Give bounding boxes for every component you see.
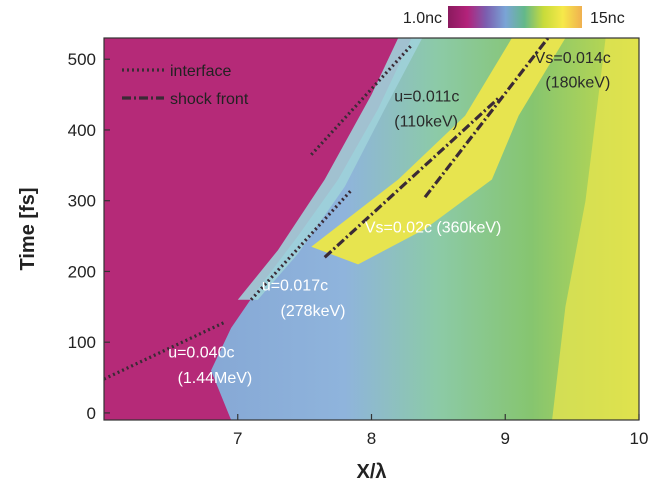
y-tick-label: 300 [68, 192, 96, 211]
y-tick-label: 0 [87, 404, 96, 423]
colorbar-gradient [448, 6, 582, 28]
annotation-label: u=0.011c [394, 89, 459, 106]
x-tick-label: 10 [630, 429, 649, 448]
cyan-interface-strip [237, 38, 423, 300]
x-tick-label: 8 [367, 429, 376, 448]
x-axis-title: X/λ [356, 461, 386, 483]
series-line-interface [104, 320, 226, 381]
y-axis-title: Time [fs] [17, 188, 39, 271]
annotation-label: (278keV) [281, 303, 346, 320]
annotation-label: u=0.017c [262, 278, 328, 295]
colorbar: 1.0nc 15nc [403, 6, 625, 28]
annotation-label: Vs=0.02c (360keV) [365, 220, 502, 237]
magenta-plasma-region [104, 38, 412, 420]
y-tick-label: 400 [68, 121, 96, 140]
annotation-label: (1.44MeV) [178, 370, 253, 387]
colorbar-max-label: 15nc [590, 10, 625, 27]
boundary-lines [104, 38, 550, 381]
annotation-label: (110keV) [394, 113, 458, 130]
y-tick-label: 100 [68, 333, 96, 352]
legend-entry-label: shock front [170, 91, 249, 108]
legend: interface shock front [122, 63, 249, 108]
series-line-shock-front [323, 96, 500, 259]
annotations: u=0.040c (1.44MeV) u=0.017c (278keV) Vs=0.02… [168, 50, 611, 387]
y-tick-label: 200 [68, 262, 96, 281]
colorbar-min-label: 1.0nc [403, 10, 442, 27]
legend-entry-label: interface [170, 63, 231, 80]
y-tick-label: 500 [68, 50, 96, 69]
yellow-right-region [552, 38, 639, 420]
annotation-label: Vs=0.014c [535, 50, 611, 67]
annotation-label: (180keV) [545, 75, 610, 92]
x-tick-label: 9 [501, 429, 510, 448]
x-tick-label: 7 [233, 429, 242, 448]
annotation-label: u=0.040c [168, 345, 234, 362]
